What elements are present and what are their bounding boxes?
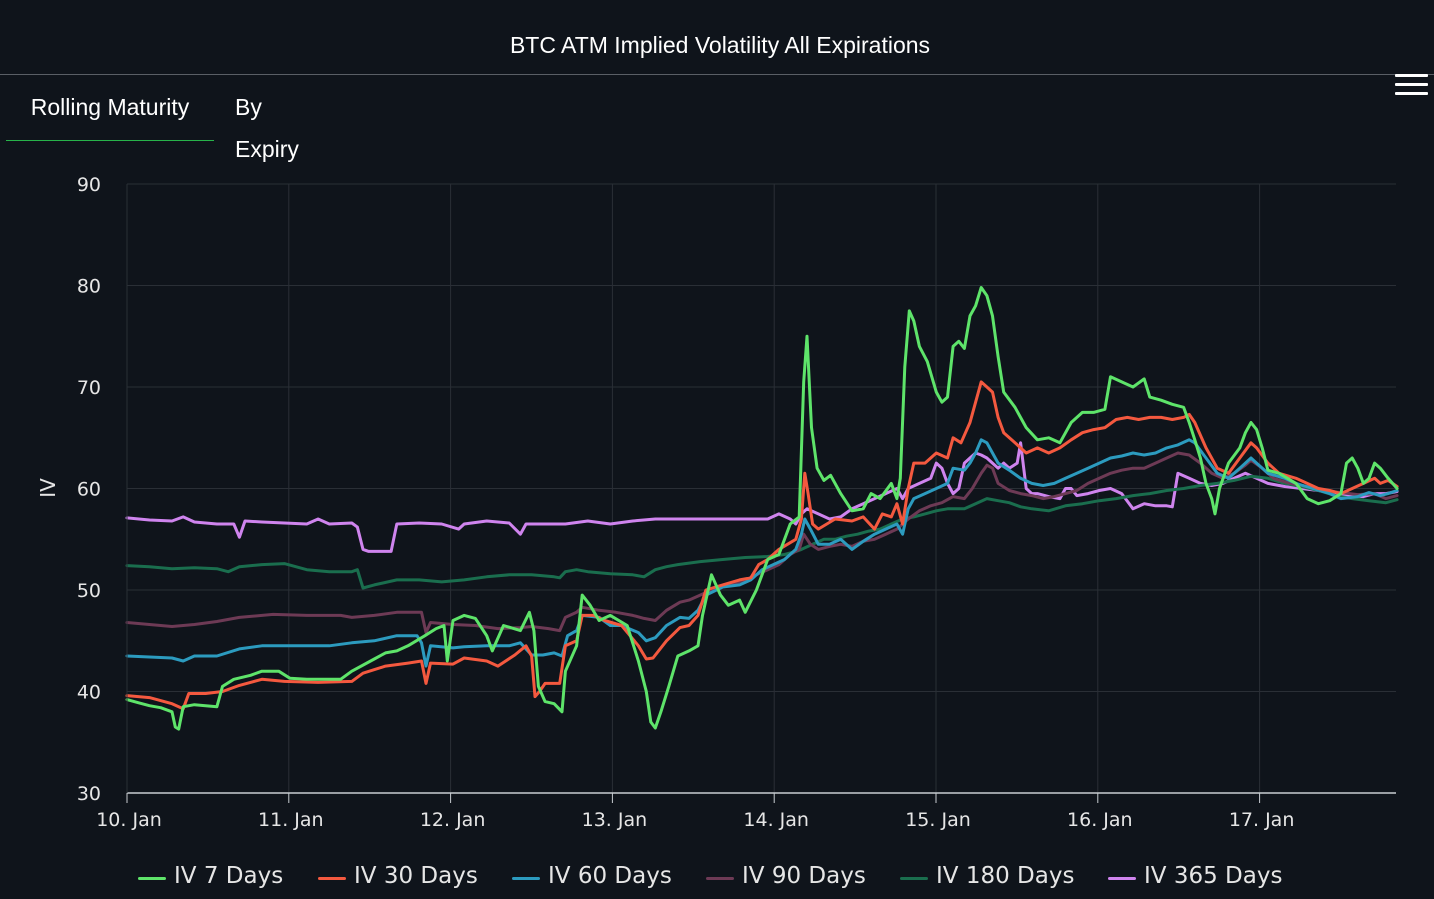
legend-swatch [706,877,734,880]
chart-grid [126,183,1396,793]
iv-line-chart: 30 40 50 60 70 80 90 10. Jan 11. Jan 12. Jan 13. J… [36,174,1399,831]
x-tick-label: 11. Jan [258,809,324,831]
x-tick-label: 16. Jan [1067,809,1133,831]
series-line-iv-7-days[interactable] [125,286,1399,731]
chart-legend: IV 7 Days IV 30 Days IV 60 Days IV 90 Days I… [0,862,1434,896]
legend-label: IV 7 Days [174,863,284,889]
legend-label: IV 365 Days [1144,863,1283,889]
legend-swatch [1108,877,1136,880]
y-tick-label: 60 [77,479,101,501]
series-line-iv-30-days[interactable] [125,380,1399,711]
series-line-iv-60-days[interactable] [125,438,1399,668]
x-tick-label: 14. Jan [743,809,809,831]
y-tick-label: 80 [77,276,101,298]
y-axis-label: IV [36,478,60,498]
tab-by-expiry[interactable]: By Expiry [235,94,299,162]
legend-swatch [318,877,346,880]
y-tick-label: 30 [77,783,101,805]
hamburger-menu-icon[interactable] [1395,74,1428,96]
series-line-iv-365-days[interactable] [125,441,1399,553]
legend-swatch [138,877,166,880]
x-tick-label: 15. Jan [905,809,971,831]
legend-swatch [512,877,540,880]
title-divider [0,74,1434,75]
legend-label: IV 180 Days [936,863,1075,889]
chart-axes: 30 40 50 60 70 80 90 10. Jan 11. Jan 12. Jan 13. J… [77,174,1396,831]
y-tick-label: 90 [77,174,101,196]
y-tick-label: 70 [77,377,101,399]
legend-label: IV 60 Days [548,863,672,889]
y-tick-label: 50 [77,580,101,602]
y-tick-label: 40 [77,682,101,704]
x-tick-label: 13. Jan [582,809,648,831]
x-tick-label: 12. Jan [420,809,486,831]
x-tick-label: 10. Jan [96,809,162,831]
series-layer [125,286,1399,731]
tab-rolling-maturity[interactable]: Rolling Maturity [6,86,214,141]
legend-label: IV 90 Days [742,863,866,889]
legend-label: IV 30 Days [354,863,478,889]
legend-swatch [900,877,928,880]
x-tick-label: 17. Jan [1229,809,1295,831]
chart-title: BTC ATM Implied Volatility All Expiratio… [509,32,931,58]
